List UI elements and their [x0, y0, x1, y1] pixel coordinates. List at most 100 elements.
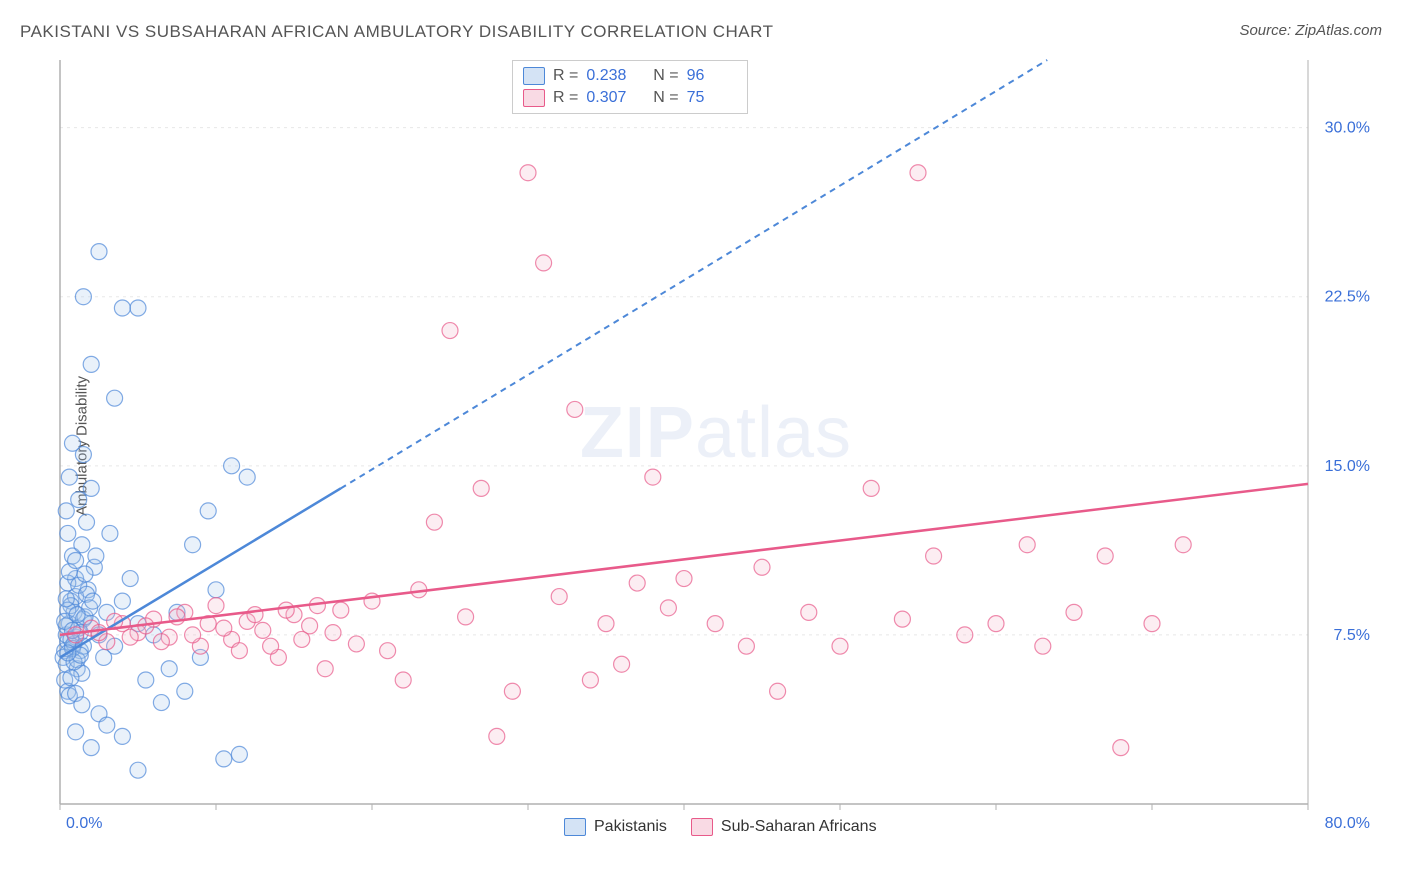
- scatter-point: [177, 683, 193, 699]
- scatter-point: [380, 643, 396, 659]
- r-value: 0.238: [586, 67, 636, 85]
- scatter-point: [74, 537, 90, 553]
- scatter-point: [114, 728, 130, 744]
- scatter-point: [247, 607, 263, 623]
- scatter-point: [598, 616, 614, 632]
- legend-swatch: [691, 818, 713, 836]
- scatter-point: [68, 553, 84, 569]
- scatter-point: [114, 300, 130, 316]
- scatter-point: [88, 548, 104, 564]
- scatter-point: [1175, 537, 1191, 553]
- scatter-point: [567, 401, 583, 417]
- scatter-point: [1066, 604, 1082, 620]
- scatter-point: [185, 627, 201, 643]
- scatter-point: [1035, 638, 1051, 654]
- scatter-point: [99, 717, 115, 733]
- scatter-point: [71, 492, 87, 508]
- r-label: R =: [553, 89, 578, 107]
- scatter-point: [473, 480, 489, 496]
- scatter-point: [208, 598, 224, 614]
- scatter-point: [442, 323, 458, 339]
- scatter-point: [1097, 548, 1113, 564]
- scatter-point: [161, 661, 177, 677]
- scatter-point: [58, 503, 74, 519]
- y-tick-label: 22.5%: [1325, 289, 1370, 306]
- scatter-point: [957, 627, 973, 643]
- scatter-point: [614, 656, 630, 672]
- scatter-point: [74, 697, 90, 713]
- legend-swatch: [564, 818, 586, 836]
- scatter-point: [832, 638, 848, 654]
- x-max-label: 80.0%: [1325, 815, 1370, 832]
- scatter-point: [64, 435, 80, 451]
- scatter-point: [83, 740, 99, 756]
- scatter-point: [1019, 537, 1035, 553]
- plot-area: 7.5%15.0%22.5%30.0%0.0%80.0% ZIPatlas R …: [54, 54, 1378, 844]
- scatter-point: [69, 607, 85, 623]
- scatter-point: [79, 514, 95, 530]
- scatter-point: [738, 638, 754, 654]
- legend-swatch: [523, 89, 545, 107]
- source-attribution: Source: ZipAtlas.com: [1239, 22, 1382, 39]
- scatter-point: [83, 480, 99, 496]
- scatter-point: [130, 300, 146, 316]
- scatter-point: [551, 589, 567, 605]
- x-min-label: 0.0%: [66, 815, 102, 832]
- scatter-point: [926, 548, 942, 564]
- scatter-point: [278, 602, 294, 618]
- trend-line-dashed: [341, 60, 1047, 488]
- scatter-point: [707, 616, 723, 632]
- scatter-point: [754, 559, 770, 575]
- scatter-point: [153, 695, 169, 711]
- chart-container: PAKISTANI VS SUBSAHARAN AFRICAN AMBULATO…: [0, 0, 1406, 892]
- scatter-point: [231, 746, 247, 762]
- legend-swatch: [523, 67, 545, 85]
- scatter-point: [102, 525, 118, 541]
- scatter-point: [910, 165, 926, 181]
- scatter-point: [114, 593, 130, 609]
- scatter-point: [333, 602, 349, 618]
- legend-item: Sub-Saharan Africans: [691, 818, 877, 836]
- y-tick-label: 15.0%: [1325, 458, 1370, 475]
- scatter-point: [426, 514, 442, 530]
- scatter-point: [107, 390, 123, 406]
- scatter-point: [122, 629, 138, 645]
- scatter-point: [130, 762, 146, 778]
- series-legend: Pakistanis Sub-Saharan Africans: [564, 818, 877, 836]
- n-value: 96: [687, 67, 737, 85]
- scatter-point: [68, 724, 84, 740]
- scatter-point: [1144, 616, 1160, 632]
- scatter-point: [75, 289, 91, 305]
- scatter-point: [122, 571, 138, 587]
- scatter-point: [325, 625, 341, 641]
- scatter-point: [216, 620, 232, 636]
- chart-title: PAKISTANI VS SUBSAHARAN AFRICAN AMBULATO…: [20, 22, 773, 42]
- scatter-point: [582, 672, 598, 688]
- trend-line-solid: [60, 484, 1308, 635]
- legend-item: Pakistanis: [564, 818, 667, 836]
- legend-label: Sub-Saharan Africans: [721, 818, 877, 836]
- scatter-point: [216, 751, 232, 767]
- r-label: R =: [553, 67, 578, 85]
- scatter-point: [224, 458, 240, 474]
- scatter-point: [153, 634, 169, 650]
- scatter-point: [294, 631, 310, 647]
- scatter-point: [988, 616, 1004, 632]
- scatter-point: [239, 469, 255, 485]
- scatter-point: [60, 525, 76, 541]
- scatter-point: [1113, 740, 1129, 756]
- legend-row: R =0.238 N =96: [523, 65, 737, 87]
- scatter-chart-svg: 7.5%15.0%22.5%30.0%0.0%80.0%: [54, 54, 1378, 844]
- scatter-point: [138, 672, 154, 688]
- scatter-point: [629, 575, 645, 591]
- scatter-point: [489, 728, 505, 744]
- scatter-point: [317, 661, 333, 677]
- scatter-point: [770, 683, 786, 699]
- scatter-point: [185, 537, 201, 553]
- scatter-point: [348, 636, 364, 652]
- scatter-point: [208, 582, 224, 598]
- scatter-point: [91, 244, 107, 260]
- scatter-point: [77, 566, 93, 582]
- correlation-legend: R =0.238 N =96R =0.307 N =75: [512, 60, 748, 114]
- scatter-point: [520, 165, 536, 181]
